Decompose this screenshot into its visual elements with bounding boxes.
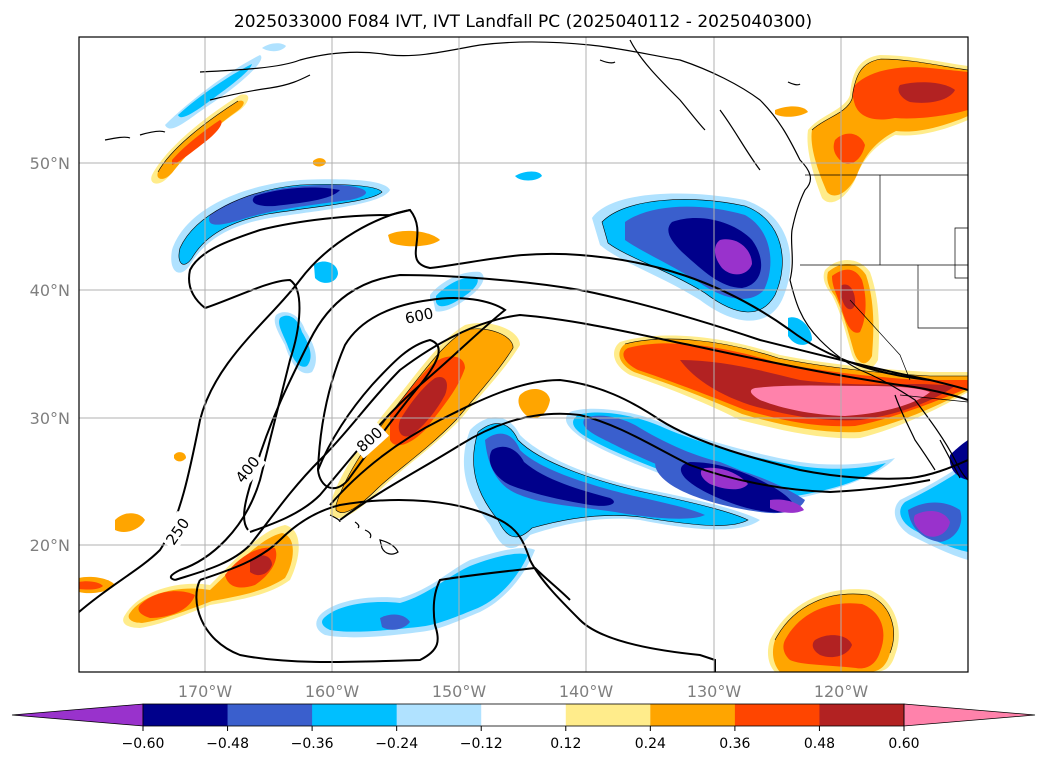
map-title: 2025033000 F084 IVT, IVT Landfall PC (20…: [234, 12, 812, 32]
anomaly-outlines: [157, 58, 968, 654]
lon-labels: 170°W 160°W 150°W 140°W 130°W 120°W: [178, 682, 869, 701]
negative-anomaly-subtropical: [463, 408, 968, 560]
lat-label-40: 40°N: [30, 281, 70, 300]
contour-label-600: 600: [403, 304, 435, 328]
colorbar-segment: [312, 704, 398, 726]
colorbar-segment: [565, 704, 651, 726]
colorbar-tick-label: −0.24: [375, 736, 418, 752]
contour-600: [249, 297, 507, 533]
positive-anomaly-northwest: [151, 94, 326, 462]
colorbar-segment: [227, 704, 313, 726]
positive-anomaly-south: [79, 513, 899, 672]
colorbar-segment: [143, 704, 229, 726]
colorbar-segment: [819, 704, 905, 726]
contour-labels: 250 400 600 800: [158, 300, 438, 552]
lat-labels: 50°N 40°N 30°N 20°N: [30, 154, 70, 555]
negative-anomaly-south: [316, 548, 535, 638]
colorbar-ticks: −0.60 −0.48 −0.36 −0.24 −0.12 0.12 0.24 0.36 0.4…: [122, 726, 920, 752]
colorbar-extend-low: [11, 703, 144, 727]
lon-label-140w: 140°W: [559, 682, 614, 701]
lat-label-50: 50°N: [30, 154, 70, 173]
colorbar-tick-label: −0.48: [206, 736, 249, 752]
state-borders: [800, 174, 968, 403]
contour-250-north: [79, 208, 968, 613]
colorbar-tick-label: −0.36: [291, 736, 334, 752]
colorbar-tick-label: −0.12: [460, 736, 503, 752]
coastline-map: [104, 39, 968, 555]
colorbar-tick-label: 0.24: [635, 736, 666, 752]
lon-label-170w: 170°W: [178, 682, 233, 701]
map-layers: [79, 37, 968, 672]
map-frame: [78, 36, 969, 673]
colorbar-segment: [396, 704, 482, 726]
colorbar-tick-label: −0.60: [122, 736, 165, 752]
lon-label-150w: 150°W: [432, 682, 487, 701]
colorbar-frame: [142, 703, 905, 727]
colorbar-segment: [734, 704, 820, 726]
ivt-contours: [79, 208, 968, 672]
negative-anomaly-northwest: [165, 43, 542, 374]
colorbar: [11, 703, 1036, 727]
positive-anomaly-canada: [775, 55, 968, 203]
lon-label-130w: 130°W: [687, 682, 742, 701]
lat-label-30: 30°N: [30, 409, 70, 428]
colorbar-tick-label: 0.60: [888, 736, 919, 752]
contour-800: [316, 338, 440, 490]
colorbar-extend-high: [903, 703, 1036, 727]
lon-label-160w: 160°W: [305, 682, 360, 701]
lat-label-20: 20°N: [30, 536, 70, 555]
contour-south: [199, 499, 716, 672]
colorbar-tick-label: 0.36: [719, 736, 750, 752]
lon-label-120w: 120°W: [814, 682, 869, 701]
colorbar-tick-label: 0.12: [550, 736, 581, 752]
positive-anomaly-westcoast: [823, 260, 880, 370]
colorbar-tick-label: 0.48: [804, 736, 835, 752]
colorbar-segment: [481, 704, 567, 726]
graticule: [79, 37, 968, 672]
positive-anomaly-main: [330, 230, 968, 519]
negative-anomaly-northeast: [592, 193, 812, 345]
colorbar-segment: [650, 704, 736, 726]
